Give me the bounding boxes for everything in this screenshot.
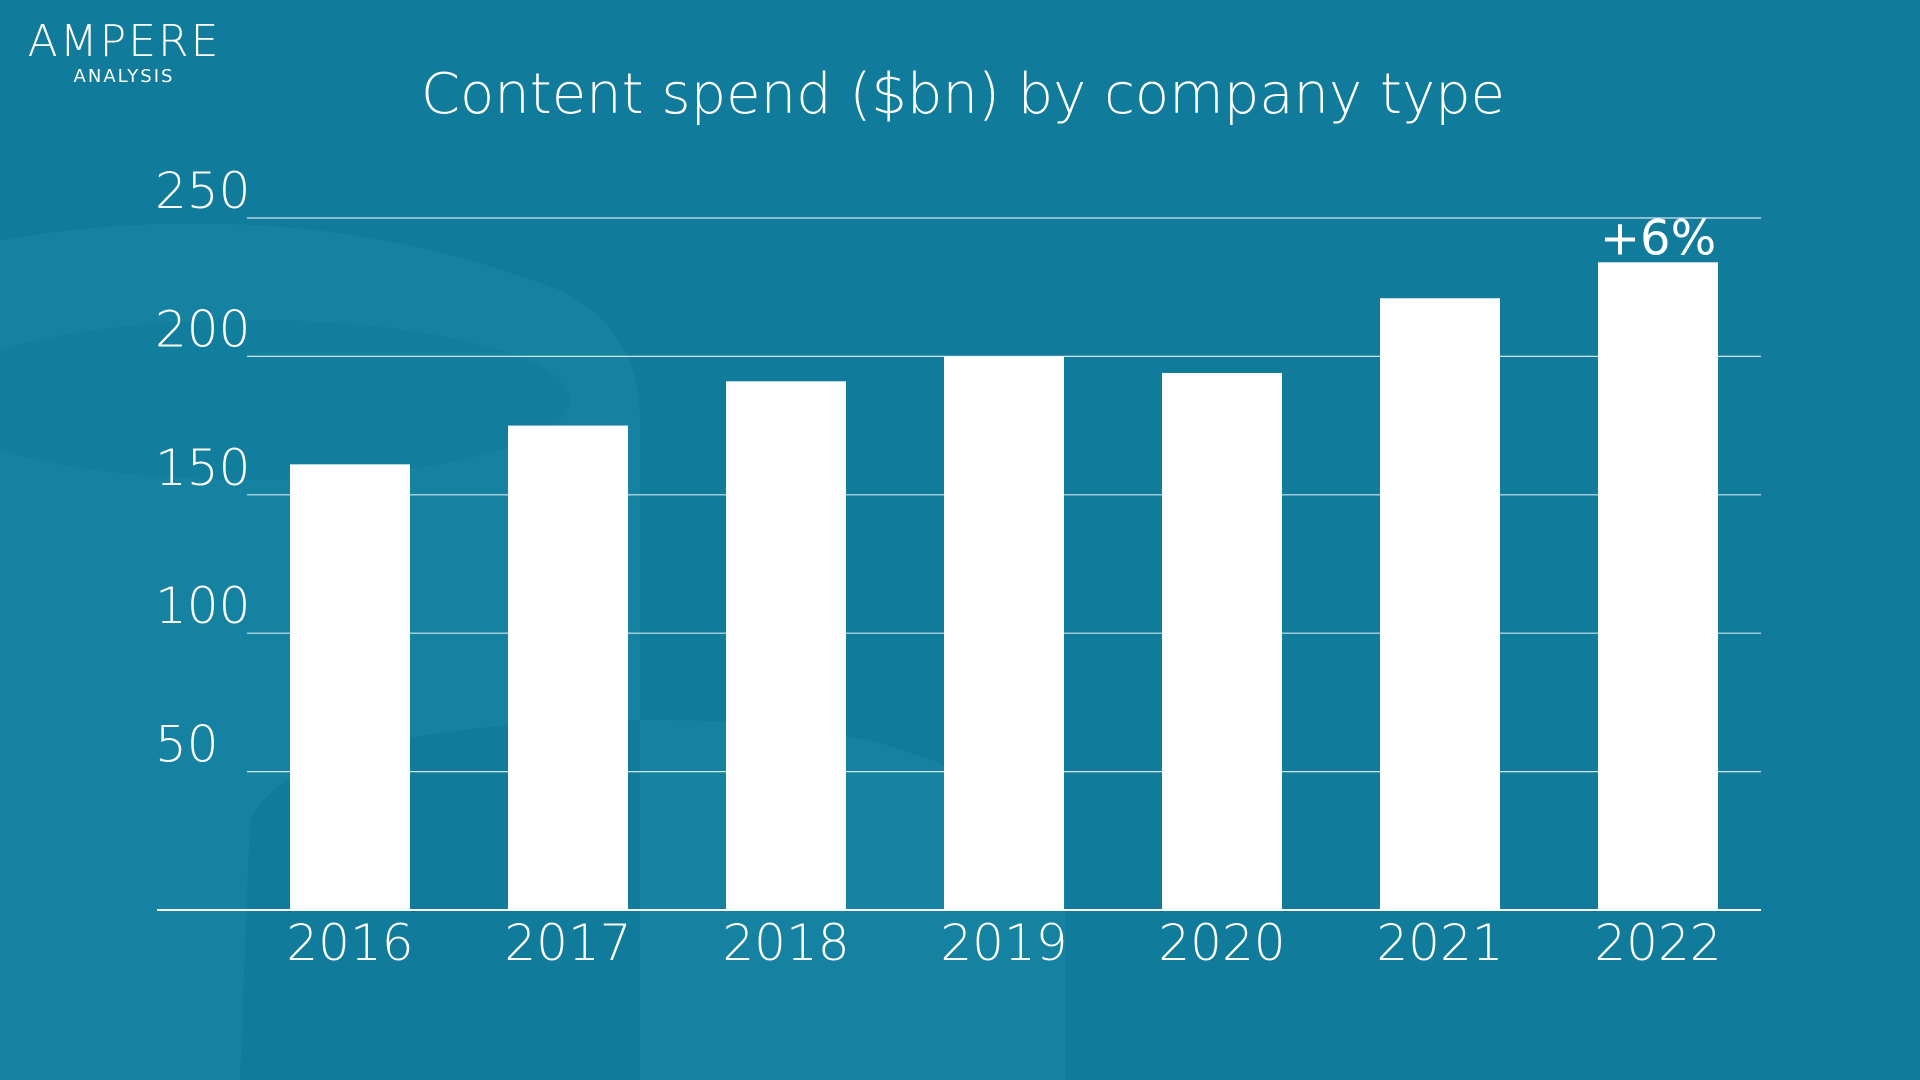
- x-tick-label: 2017: [504, 914, 631, 972]
- logo-name: AMPERE: [27, 16, 221, 67]
- bar-2021: [1380, 298, 1500, 911]
- bar-2016: [290, 464, 410, 910]
- labels: 50 100 150 200 250 2016 2017 2018 2019 2020 2021 20…: [155, 162, 1722, 972]
- y-tick-label: 150: [155, 439, 250, 497]
- y-tick-label: 100: [155, 577, 250, 635]
- logo-sub: ANALYSIS: [73, 66, 175, 87]
- chart-title-text: Content spend ($bn) by company type: [420, 62, 1506, 127]
- x-tick-label: 2020: [1158, 914, 1285, 972]
- x-tick-label: 2021: [1376, 914, 1503, 972]
- ampere-logo: AMPERE ANALYSIS: [26, 18, 222, 88]
- growth-annotation: +6%: [1600, 210, 1716, 266]
- x-tick-label: 2022: [1594, 914, 1721, 972]
- bar-2020: [1162, 373, 1282, 910]
- x-tick-label: 2018: [722, 914, 849, 972]
- bar-2018: [726, 381, 846, 910]
- x-tick-label: 2016: [286, 914, 413, 972]
- y-tick-label: 50: [155, 716, 219, 774]
- bar-2022: [1598, 262, 1718, 911]
- bars: [290, 262, 1718, 911]
- bar-2017: [508, 425, 628, 910]
- y-tick-label: 200: [155, 300, 250, 358]
- y-tick-label: 250: [155, 162, 250, 220]
- x-tick-label: 2019: [940, 914, 1067, 972]
- chart-title: Content spend ($bn) by company type: [0, 62, 1920, 127]
- bar-2019: [944, 356, 1064, 910]
